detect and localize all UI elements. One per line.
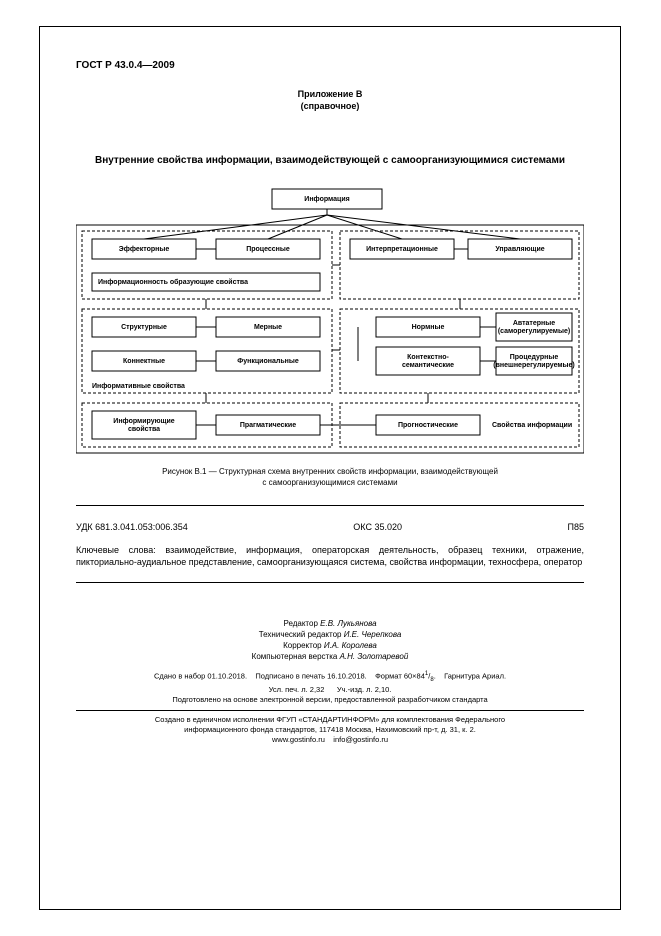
format-den: 8 — [430, 677, 433, 683]
svg-text:семантические: семантические — [402, 362, 454, 369]
svg-text:Интерпретационные: Интерпретационные — [366, 246, 438, 253]
print-info: Сдано в набор 01.10.2018. Подписано в пе… — [76, 670, 584, 705]
svg-text:Информация: Информация — [304, 196, 349, 203]
layout-role: Компьютерная верстка — [252, 652, 338, 661]
appendix-note: (справочное) — [301, 101, 360, 111]
print-line1c-prefix: Формат 60×84 — [375, 672, 425, 681]
svg-text:Процессные: Процессные — [246, 246, 290, 253]
svg-text:Информативные свойства: Информативные свойства — [92, 382, 185, 390]
oks-code: ОКС 35.020 — [353, 522, 402, 532]
svg-text:Прагматические: Прагматические — [240, 422, 296, 429]
svg-text:Контекстно-: Контекстно- — [407, 354, 449, 361]
corrector-role: Корректор — [283, 641, 322, 650]
corrector-name: И.А. Королева — [324, 641, 377, 650]
keywords: Ключевые слова: взаимодействие, информац… — [76, 544, 584, 568]
footer-line1: Создано в единичном исполнении ФГУП «СТА… — [155, 715, 505, 724]
appendix-title: Приложение В — [298, 89, 363, 99]
classification-codes: УДК 681.3.041.053:006.354 ОКС 35.020 П85 — [76, 522, 584, 532]
svg-text:Эффекторные: Эффекторные — [119, 246, 170, 253]
print-line1a: Сдано в набор 01.10.2018. — [154, 672, 247, 681]
svg-text:Информирующие: Информирующие — [113, 418, 174, 425]
page-content: ГОСТ Р 43.0.4—2009 Приложение В (справоч… — [76, 60, 584, 745]
appendix-heading: Приложение В (справочное) — [76, 89, 584, 112]
p-code: П85 — [568, 522, 584, 532]
svg-text:Автатерные: Автатерные — [513, 320, 555, 327]
footer: Создано в единичном исполнении ФГУП «СТА… — [76, 715, 584, 745]
svg-text:Свойства информации: Свойства информации — [492, 421, 572, 429]
footer-line2: информационного фонда стандартов, 117418… — [184, 725, 476, 734]
editor-name: Е.В. Лукьянова — [320, 619, 376, 628]
section-title: Внутренние свойства информации, взаимоде… — [76, 154, 584, 167]
footer-divider — [76, 710, 584, 711]
tech-editor-name: И.Е. Черепкова — [344, 630, 402, 639]
print-line1d: Гарнитура Ариал. — [444, 672, 506, 681]
tech-editor-role: Технический редактор — [259, 630, 342, 639]
svg-text:Прогностические: Прогностические — [398, 422, 458, 429]
print-line2a: Усл. печ. л. 2,32 — [269, 685, 325, 694]
divider — [76, 505, 584, 506]
caption-line2: с самоорганизующимися системами — [262, 478, 397, 487]
print-line1b: Подписано в печать 16.10.2018. — [255, 672, 366, 681]
document-id: ГОСТ Р 43.0.4—2009 — [76, 60, 584, 71]
svg-text:(саморегулируемые): (саморегулируемые) — [498, 328, 570, 335]
print-line2b: Уч.-изд. л. 2,10. — [337, 685, 392, 694]
svg-text:Мерные: Мерные — [254, 324, 282, 331]
footer-email: info@gostinfo.ru — [333, 735, 388, 744]
diagram: Информация Эффекторные Процессные Интерпрет… — [76, 185, 584, 457]
layout-name: А.Н. Золотаревой — [340, 652, 409, 661]
svg-text:Коннектные: Коннектные — [123, 358, 165, 365]
figure-caption: Рисунок В.1 — Структурная схема внутренн… — [76, 467, 584, 489]
svg-text:Управляющие: Управляющие — [495, 246, 544, 253]
svg-text:Нормные: Нормные — [412, 324, 445, 331]
caption-line1: Рисунок В.1 — Структурная схема внутренн… — [162, 467, 498, 476]
svg-text:(внешнерегулируемые): (внешнерегулируемые) — [493, 362, 575, 369]
format-num: 1 — [425, 671, 428, 677]
footer-url: www.gostinfo.ru — [272, 735, 325, 744]
print-line3: Подготовлено на основе электронной верси… — [172, 695, 487, 704]
svg-text:свойства: свойства — [128, 425, 160, 433]
svg-text:Информационность образующие св: Информационность образующие свойства — [98, 278, 248, 286]
svg-text:Функциональные: Функциональные — [237, 358, 299, 365]
udc-code: УДК 681.3.041.053:006.354 — [76, 522, 188, 532]
credits: Редактор Е.В. Лукьянова Технический реда… — [76, 619, 584, 662]
diagram-svg: Информация Эффекторные Процессные Интерпрет… — [76, 185, 584, 457]
divider — [76, 582, 584, 583]
svg-text:Структурные: Структурные — [121, 324, 167, 331]
editor-role: Редактор — [283, 619, 317, 628]
svg-text:Процедурные: Процедурные — [510, 354, 559, 361]
